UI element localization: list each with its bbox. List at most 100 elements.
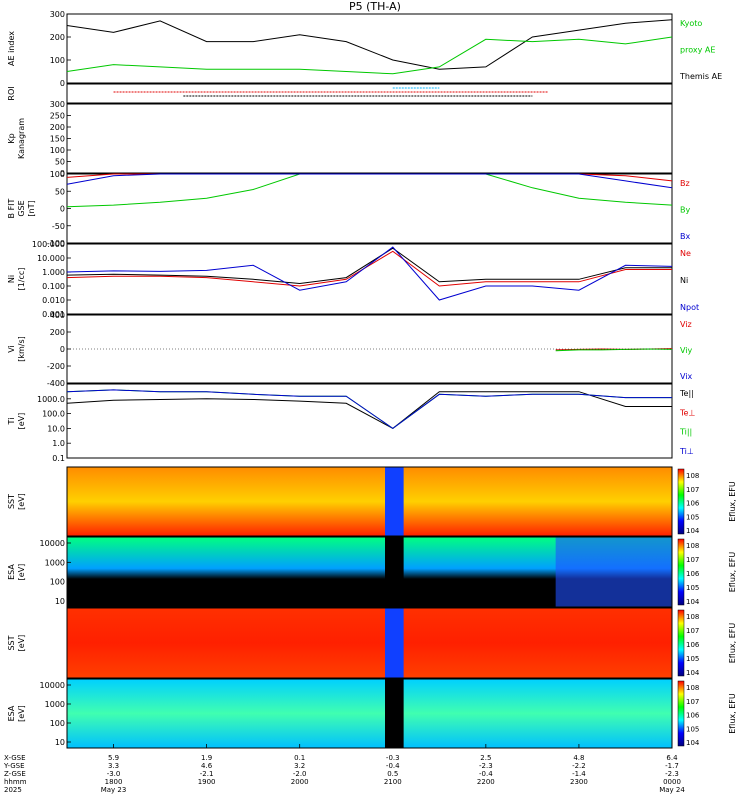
y-axis-label: AE index — [7, 31, 16, 66]
time-axis: X-GSEY-GSEZ-GSEhhmm20255.93.3-3.01800May… — [3, 744, 685, 794]
time-coord-y: 3.2 — [294, 762, 305, 770]
panel-frame — [66, 173, 673, 244]
panel-frame — [66, 607, 673, 679]
y-axis-label: SST — [7, 494, 16, 509]
cbar-tick-label: 105 — [686, 655, 699, 663]
y-axis-label: ESA — [7, 705, 16, 721]
time-coord-y: 4.6 — [201, 762, 213, 770]
series-line-by — [66, 173, 673, 208]
time-coord-z: 0.5 — [387, 770, 398, 778]
series-line-ti — [66, 389, 672, 430]
y-tick-label: 50 — [55, 187, 65, 196]
y-axis-label: ROI — [7, 86, 16, 100]
panel-ae: 0 100 200 300 AE index Kyoto proxy AE Themis AE — [7, 10, 722, 88]
time-tick-label: 2100 — [384, 778, 402, 786]
legend-entry: Npot — [680, 303, 699, 312]
y-tick-label: 10.0 — [47, 424, 65, 433]
y-tick-label: 400 — [50, 311, 65, 320]
series-line-ne — [66, 250, 672, 287]
colorbar-sst_ion — [677, 468, 685, 535]
time-tick-label: 0000 — [663, 778, 681, 786]
series-line-ti — [66, 389, 672, 430]
spectrogram-sst_ion — [67, 467, 672, 536]
y-tick-label: 100 — [50, 170, 65, 179]
time-coord-x: 5.9 — [108, 754, 119, 762]
y-tick-label: 1000 — [45, 700, 65, 709]
time-axis-row-label: X-GSE — [4, 754, 26, 762]
cbar-tick-label: 105 — [686, 513, 699, 521]
y-tick-label: 0 — [60, 345, 65, 354]
panel-esa_electron: 108 107 106 105 104 Eflux, EFU 10 100 1000 10000 E… — [7, 678, 737, 749]
cbar-tick-label: 108 — [686, 542, 699, 550]
panel-frame — [66, 678, 673, 749]
legend-entry: Ne — [680, 249, 691, 258]
time-coord-y: -1.7 — [665, 762, 679, 770]
time-coord-y: -2.3 — [479, 762, 493, 770]
legend-entry: Ni — [680, 276, 688, 285]
y-tick-label: 150 — [50, 135, 65, 144]
y-tick-label: 200 — [50, 33, 65, 42]
y-tick-label: 0.001 — [42, 310, 65, 319]
time-coord-x: 6.4 — [666, 754, 678, 762]
cbar-tick-label: 105 — [686, 584, 699, 592]
spectrogram-gap — [385, 537, 404, 607]
legend-entry: Bx — [680, 232, 690, 241]
time-coord-x: 1.9 — [201, 754, 212, 762]
panel-bfield: -100 -50 0 50 100 B FIT GSE [nT] Bz By Bx — [7, 170, 690, 248]
time-tick-label: 1800 — [105, 778, 123, 786]
y-tick-label: 100 — [50, 578, 65, 587]
time-coord-z: -1.4 — [572, 770, 586, 778]
y-tick-label: 0.010 — [42, 296, 65, 305]
y-tick-label: 0.100 — [42, 282, 65, 291]
spectrogram-gap — [385, 467, 404, 536]
legend-entry: Te⊥ — [679, 408, 695, 417]
time-tick-label: 1900 — [198, 778, 216, 786]
time-axis-row-label: Y-GSE — [3, 762, 25, 770]
y-tick-label: 1.0 — [52, 439, 65, 448]
y-tick-label: 0 — [60, 79, 65, 88]
y-tick-label: 1.000 — [42, 268, 65, 277]
cbar-tick-label: 108 — [686, 472, 699, 480]
panel-sst_electron: 108 107 106 105 104 Eflux, EFU SST [eV] — [7, 607, 737, 679]
cbar-label: Eflux, EFU — [728, 693, 737, 734]
cbar-label: Eflux, EFU — [728, 623, 737, 664]
y-tick-label: 0 — [60, 169, 65, 178]
cbar-tick-label: 104 — [686, 739, 700, 747]
y-tick-label: 100 — [50, 56, 65, 65]
y-tick-label: 200 — [50, 123, 65, 132]
y-tick-label: 0.1 — [52, 454, 65, 463]
y-tick-label: 10000 — [40, 681, 65, 690]
legend-entry: Te|| — [679, 389, 694, 398]
y-axis-label: [eV] — [17, 705, 26, 722]
colorbar-sst_electron — [677, 609, 685, 677]
panel-roi: ROI — [7, 83, 673, 104]
y-axis-label: [1/cc] — [17, 268, 26, 291]
time-date-label: May 24 — [659, 786, 685, 794]
time-axis-row-label: Z-GSE — [4, 770, 26, 778]
panel-frame — [66, 383, 673, 459]
cbar-tick-label: 104 — [686, 669, 700, 677]
y-tick-label: 100.0 — [42, 410, 65, 419]
panel-frame — [66, 536, 673, 608]
y-tick-label: 1000 — [45, 558, 65, 567]
cbar-tick-label: 108 — [686, 613, 699, 621]
colorbar-esa_ion — [677, 538, 685, 606]
cbar-tick-label: 105 — [686, 725, 699, 733]
y-axis-label: SST — [7, 635, 16, 650]
y-axis-label: [eV] — [17, 413, 26, 430]
panel-frame — [66, 103, 673, 174]
y-axis-label: [eV] — [17, 635, 26, 652]
panel-sst_ion: 108 107 106 105 104 Eflux, EFU SST [eV] — [7, 466, 737, 537]
series-line-themisae — [66, 19, 673, 70]
y-axis-label: Vi — [7, 345, 16, 353]
y-axis-label: ESA — [7, 564, 16, 580]
y-axis-label: [eV] — [17, 493, 26, 510]
spectrogram-esa_electron — [67, 679, 672, 748]
time-tick-label: 2200 — [477, 778, 495, 786]
y-axis-label: Ti — [7, 418, 16, 426]
time-coord-y: 3.3 — [108, 762, 119, 770]
cbar-tick-label: 107 — [686, 698, 699, 706]
y-tick-label: 200 — [50, 328, 65, 337]
time-coord-z: -3.0 — [107, 770, 121, 778]
